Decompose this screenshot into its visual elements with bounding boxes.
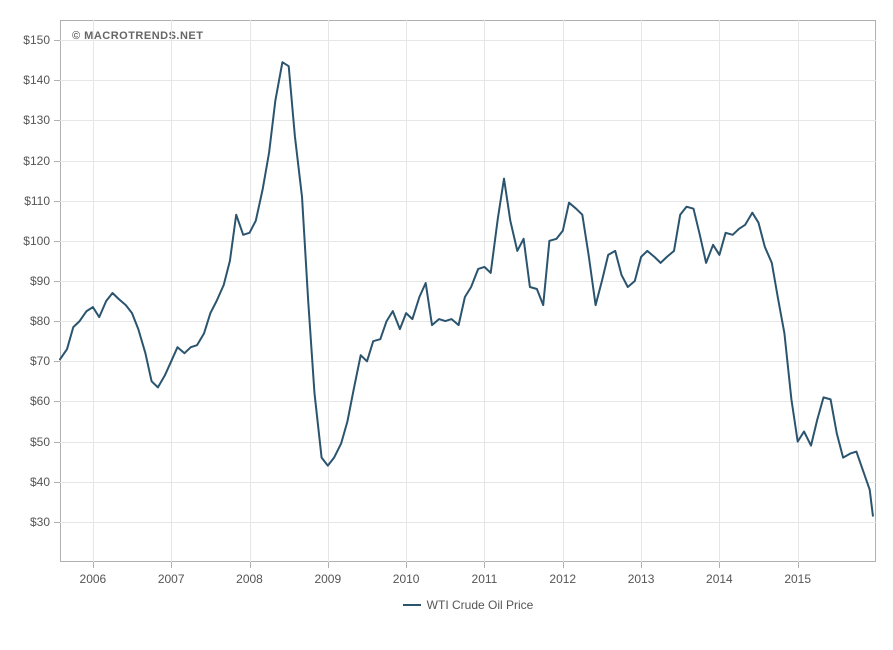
line-series [0, 0, 893, 650]
legend-swatch [403, 604, 421, 606]
legend-label: WTI Crude Oil Price [427, 598, 534, 612]
chart-container: © MACROTRENDS.NET $30$40$50$60$70$80$90$… [0, 0, 893, 650]
legend: WTI Crude Oil Price [60, 598, 876, 612]
